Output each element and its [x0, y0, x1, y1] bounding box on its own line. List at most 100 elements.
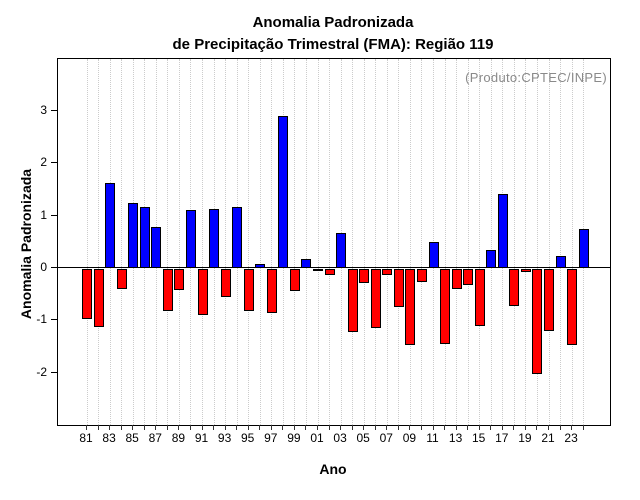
bar-98: [278, 116, 289, 268]
y-tick-label: 3: [40, 103, 47, 118]
x-tick-label: 83: [102, 431, 116, 445]
gridline: [536, 59, 538, 425]
x-tick: [120, 425, 122, 430]
gridline: [444, 59, 446, 425]
x-tick-label: 13: [448, 431, 463, 445]
bar-15: [474, 269, 485, 326]
x-tick-label: 99: [287, 431, 301, 445]
bar-88: [162, 269, 173, 312]
x-tick-label: 11: [426, 431, 439, 445]
x-tick: [189, 425, 191, 430]
gridline: [548, 59, 550, 425]
gridline: [202, 59, 203, 425]
gridline: [317, 59, 319, 425]
bar-20: [532, 269, 543, 375]
bar-11: [428, 241, 439, 268]
gridline: [560, 59, 562, 425]
bar-84: [116, 269, 127, 289]
x-tick: [501, 425, 503, 430]
x-tick: [374, 425, 376, 430]
gridline: [305, 59, 307, 425]
x-tick-label: 87: [148, 431, 162, 445]
x-tick-label: 89: [171, 431, 186, 445]
x-tick: [201, 425, 203, 430]
x-tick-label: 09: [402, 431, 417, 445]
x-tick: [305, 425, 307, 430]
gridline: [248, 59, 250, 425]
x-tick: [455, 425, 457, 430]
bar-90: [185, 210, 196, 268]
x-tick: [513, 425, 515, 430]
bar-91: [197, 269, 208, 315]
plot-area: (Produto:CPTEC/INPE): [57, 58, 611, 426]
x-tick: [524, 425, 526, 430]
y-tick-label: 0: [40, 260, 47, 274]
x-tick: [97, 425, 99, 430]
x-tick: [467, 425, 469, 430]
bar-02: [324, 269, 335, 276]
x-tick-label: 19: [518, 431, 532, 445]
x-tick-label: 17: [495, 431, 509, 445]
bar-12: [440, 269, 451, 344]
bar-96: [255, 264, 266, 268]
gridline: [86, 59, 88, 425]
gridline: [490, 59, 492, 425]
bar-04: [347, 269, 358, 332]
zero-baseline: [58, 267, 610, 268]
y-tick: [51, 162, 57, 164]
bar-21: [544, 269, 554, 331]
x-tick: [236, 425, 238, 430]
x-tick: [166, 425, 168, 430]
bar-81: [82, 269, 92, 320]
bar-07: [382, 269, 393, 275]
gridline: [259, 59, 261, 425]
x-tick: [317, 425, 318, 430]
x-tick-label: 93: [217, 431, 232, 445]
gridline: [271, 59, 273, 425]
x-tick: [432, 425, 434, 430]
gridline: [571, 59, 573, 425]
y-tick-label: -2: [36, 364, 47, 379]
x-tick: [340, 425, 342, 430]
x-tick: [155, 425, 157, 430]
bar-08: [393, 269, 404, 308]
x-tick: [213, 425, 215, 430]
x-tick: [86, 425, 87, 430]
bar-14: [463, 269, 474, 285]
y-axis-label: Anomalia Padronizada: [18, 168, 34, 320]
x-tick: [143, 425, 145, 430]
gridline: [409, 59, 411, 425]
bar-00: [301, 258, 312, 268]
x-tick: [109, 425, 111, 430]
y-tick: [51, 371, 57, 373]
x-tick-label: 95: [241, 431, 255, 445]
bar-16: [486, 250, 497, 268]
x-tick-label: 01: [310, 431, 324, 445]
bar-19: [520, 269, 531, 273]
bar-18: [509, 269, 520, 306]
bar-05: [359, 269, 370, 283]
gridline: [225, 59, 227, 425]
x-tick: [270, 425, 272, 430]
x-tick: [293, 425, 295, 430]
bar-83: [105, 182, 116, 268]
gridline: [294, 59, 296, 425]
gridline: [386, 59, 388, 425]
bar-09: [405, 269, 416, 345]
x-tick: [363, 425, 365, 430]
x-tick: [548, 425, 549, 430]
gridline: [398, 59, 400, 425]
x-tick: [224, 425, 226, 430]
bar-94: [232, 206, 243, 268]
x-tick: [582, 425, 584, 430]
gridline: [467, 59, 469, 425]
gridline: [167, 59, 169, 425]
y-tick: [51, 214, 57, 216]
x-tick: [132, 425, 134, 430]
gridline: [98, 59, 100, 425]
x-tick-label: 15: [472, 431, 486, 445]
gridline: [352, 59, 354, 425]
x-tick-label: 97: [264, 431, 278, 445]
x-tick-label: 07: [379, 431, 393, 445]
x-tick-label: 05: [356, 431, 370, 445]
